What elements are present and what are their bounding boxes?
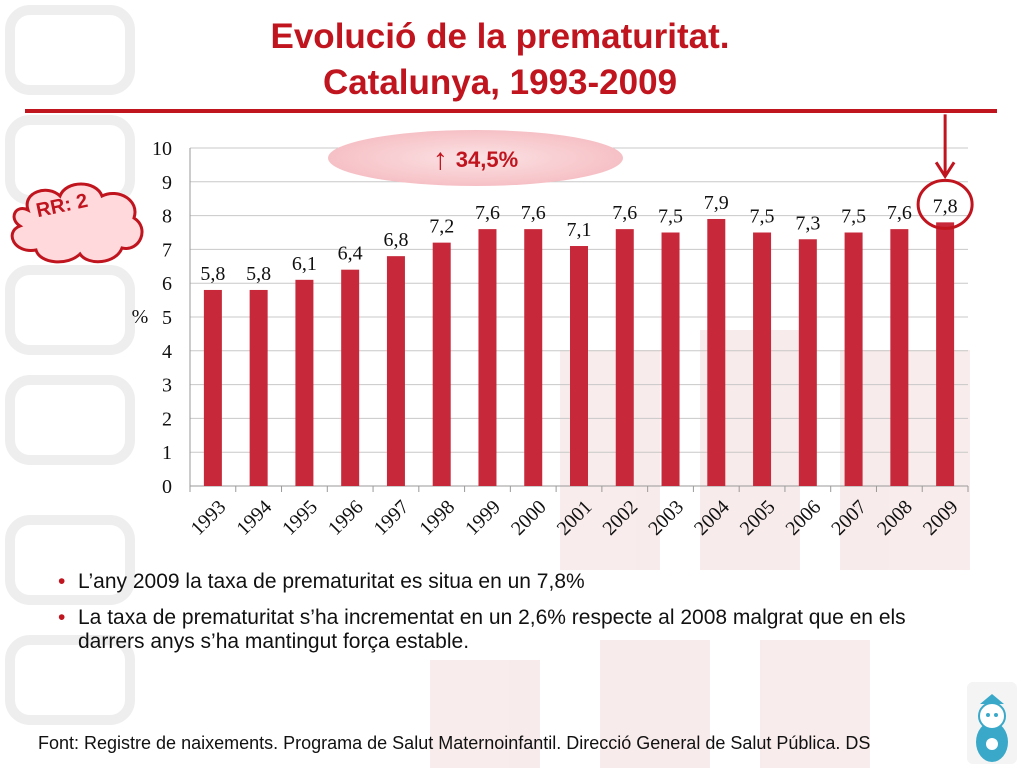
- bullet-marker: •: [58, 606, 66, 629]
- bar-chart: 0 1 2 3 4 5 6 7 8 9 10 5,8 5,8 6,1 6,4 6,8 7,2 7,6 7,6 7,1…: [132, 114, 974, 540]
- bar-1995: [295, 279, 314, 486]
- x-tick-label: 2002: [598, 496, 642, 540]
- bar-2003: [661, 232, 680, 486]
- bar-2006: [798, 239, 817, 486]
- increase-badge-text: 34,5%: [455, 147, 519, 172]
- data-label: 5,8: [200, 263, 225, 285]
- title-divider: [25, 109, 997, 113]
- y-tick-label: 2: [162, 408, 172, 430]
- bar-2000: [524, 229, 543, 486]
- bar-2007: [844, 232, 863, 486]
- cloud-icon: [10, 182, 144, 264]
- y-tick-label: 7: [162, 239, 172, 261]
- baby-icon: [967, 682, 1017, 764]
- y-tick-label: 1: [162, 442, 172, 464]
- data-label: 7,3: [795, 212, 820, 234]
- increase-badge-background: [328, 130, 623, 186]
- up-arrow-icon: ↑: [432, 143, 448, 176]
- data-label: 7,6: [521, 202, 546, 224]
- data-label: 6,1: [292, 253, 317, 275]
- x-tick-label: 1996: [324, 496, 368, 540]
- bar-1993: [203, 289, 222, 486]
- bar-1997: [386, 256, 405, 486]
- highlight-markers: [916, 114, 974, 230]
- x-tick-label: 2003: [644, 496, 688, 540]
- bar-1994: [249, 289, 268, 486]
- y-tick-label: 6: [162, 273, 172, 295]
- data-label: 7,6: [612, 202, 637, 224]
- data-label: 6,4: [338, 243, 363, 265]
- x-tick-label: 1993: [187, 496, 231, 540]
- x-tick-label: 2004: [690, 496, 734, 540]
- x-tick-label: 1994: [232, 496, 276, 540]
- bullet-text: L’any 2009 la taxa de prematuritat es si…: [78, 570, 585, 593]
- bullet-item: • La taxa de prematuritat s’ha increment…: [58, 606, 978, 654]
- bullet-list: • L’any 2009 la taxa de prematuritat es …: [58, 570, 978, 666]
- x-tick-label: 1998: [415, 496, 459, 540]
- increase-badge: ↑ 34,5%: [328, 136, 623, 180]
- highlight-circle: [916, 178, 974, 230]
- data-label: 7,8: [933, 195, 958, 217]
- data-label: 7,5: [841, 206, 866, 228]
- data-label: 7,5: [750, 206, 775, 228]
- y-tick-label: 10: [152, 138, 172, 160]
- y-tick-labels: 0 1 2 3 4 5 6 7 8 9 10: [152, 138, 172, 498]
- bars: [203, 218, 955, 487]
- x-tick-label: 2007: [827, 496, 871, 540]
- data-labels: 5,8 5,8 6,1 6,4 6,8 7,2 7,6 7,6 7,1 7,6 7,5 7,9 7,5 7…: [200, 192, 957, 285]
- x-tick-labels: 1993 1994 1995 1996 1997 1998 1999 2000 2001 2002…: [187, 496, 963, 540]
- x-tick-label: 2000: [507, 496, 551, 540]
- bar-2008: [890, 229, 909, 486]
- bar-2001: [570, 246, 588, 486]
- x-tick-label: 1997: [370, 496, 414, 540]
- bar-1996: [341, 269, 360, 486]
- data-label: 7,6: [887, 202, 912, 224]
- bar-1998: [432, 242, 451, 486]
- y-tick-label: 8: [162, 206, 172, 228]
- bar-2002: [615, 229, 634, 486]
- data-label: 7,9: [704, 192, 729, 214]
- bullet-text: La taxa de prematuritat s’ha incrementat…: [78, 606, 906, 653]
- bar-2009: [936, 222, 955, 487]
- bullet-marker: •: [58, 570, 66, 593]
- data-label: 7,2: [429, 216, 454, 238]
- x-tick-label: 2006: [782, 496, 826, 540]
- x-tick-label: 2008: [873, 496, 917, 540]
- page-title: Evolució de la prematuritat. Catalunya, …: [0, 14, 1000, 106]
- data-label: 7,1: [567, 219, 592, 241]
- bar-2004: [707, 218, 726, 487]
- y-tick-label: 0: [162, 476, 172, 498]
- y-tick-label: 3: [162, 375, 172, 397]
- x-tick-label: 1995: [278, 496, 322, 540]
- x-tick-label: 2005: [736, 496, 780, 540]
- y-axis-label: %: [132, 306, 149, 328]
- data-label: 6,8: [383, 229, 408, 251]
- x-tick-label: 2009: [919, 496, 963, 540]
- x-tick-label: 2001: [553, 496, 597, 540]
- y-tick-label: 4: [162, 341, 172, 363]
- data-label: 5,8: [246, 263, 271, 285]
- bar-1999: [478, 229, 497, 486]
- bar-2005: [753, 232, 772, 486]
- title-line-2: Catalunya, 1993-2009: [322, 63, 678, 102]
- data-label: 7,5: [658, 206, 683, 228]
- y-tick-label: 5: [162, 307, 172, 329]
- y-tick-label: 9: [162, 172, 172, 194]
- data-label: 7,6: [475, 202, 500, 224]
- title-line-1: Evolució de la prematuritat.: [270, 17, 730, 56]
- bullet-item: • L’any 2009 la taxa de prematuritat es …: [58, 570, 978, 594]
- down-arrow-icon: [934, 161, 956, 180]
- x-tick-label: 1999: [461, 496, 505, 540]
- source-note: Font: Registre de naixements. Programa d…: [38, 733, 871, 753]
